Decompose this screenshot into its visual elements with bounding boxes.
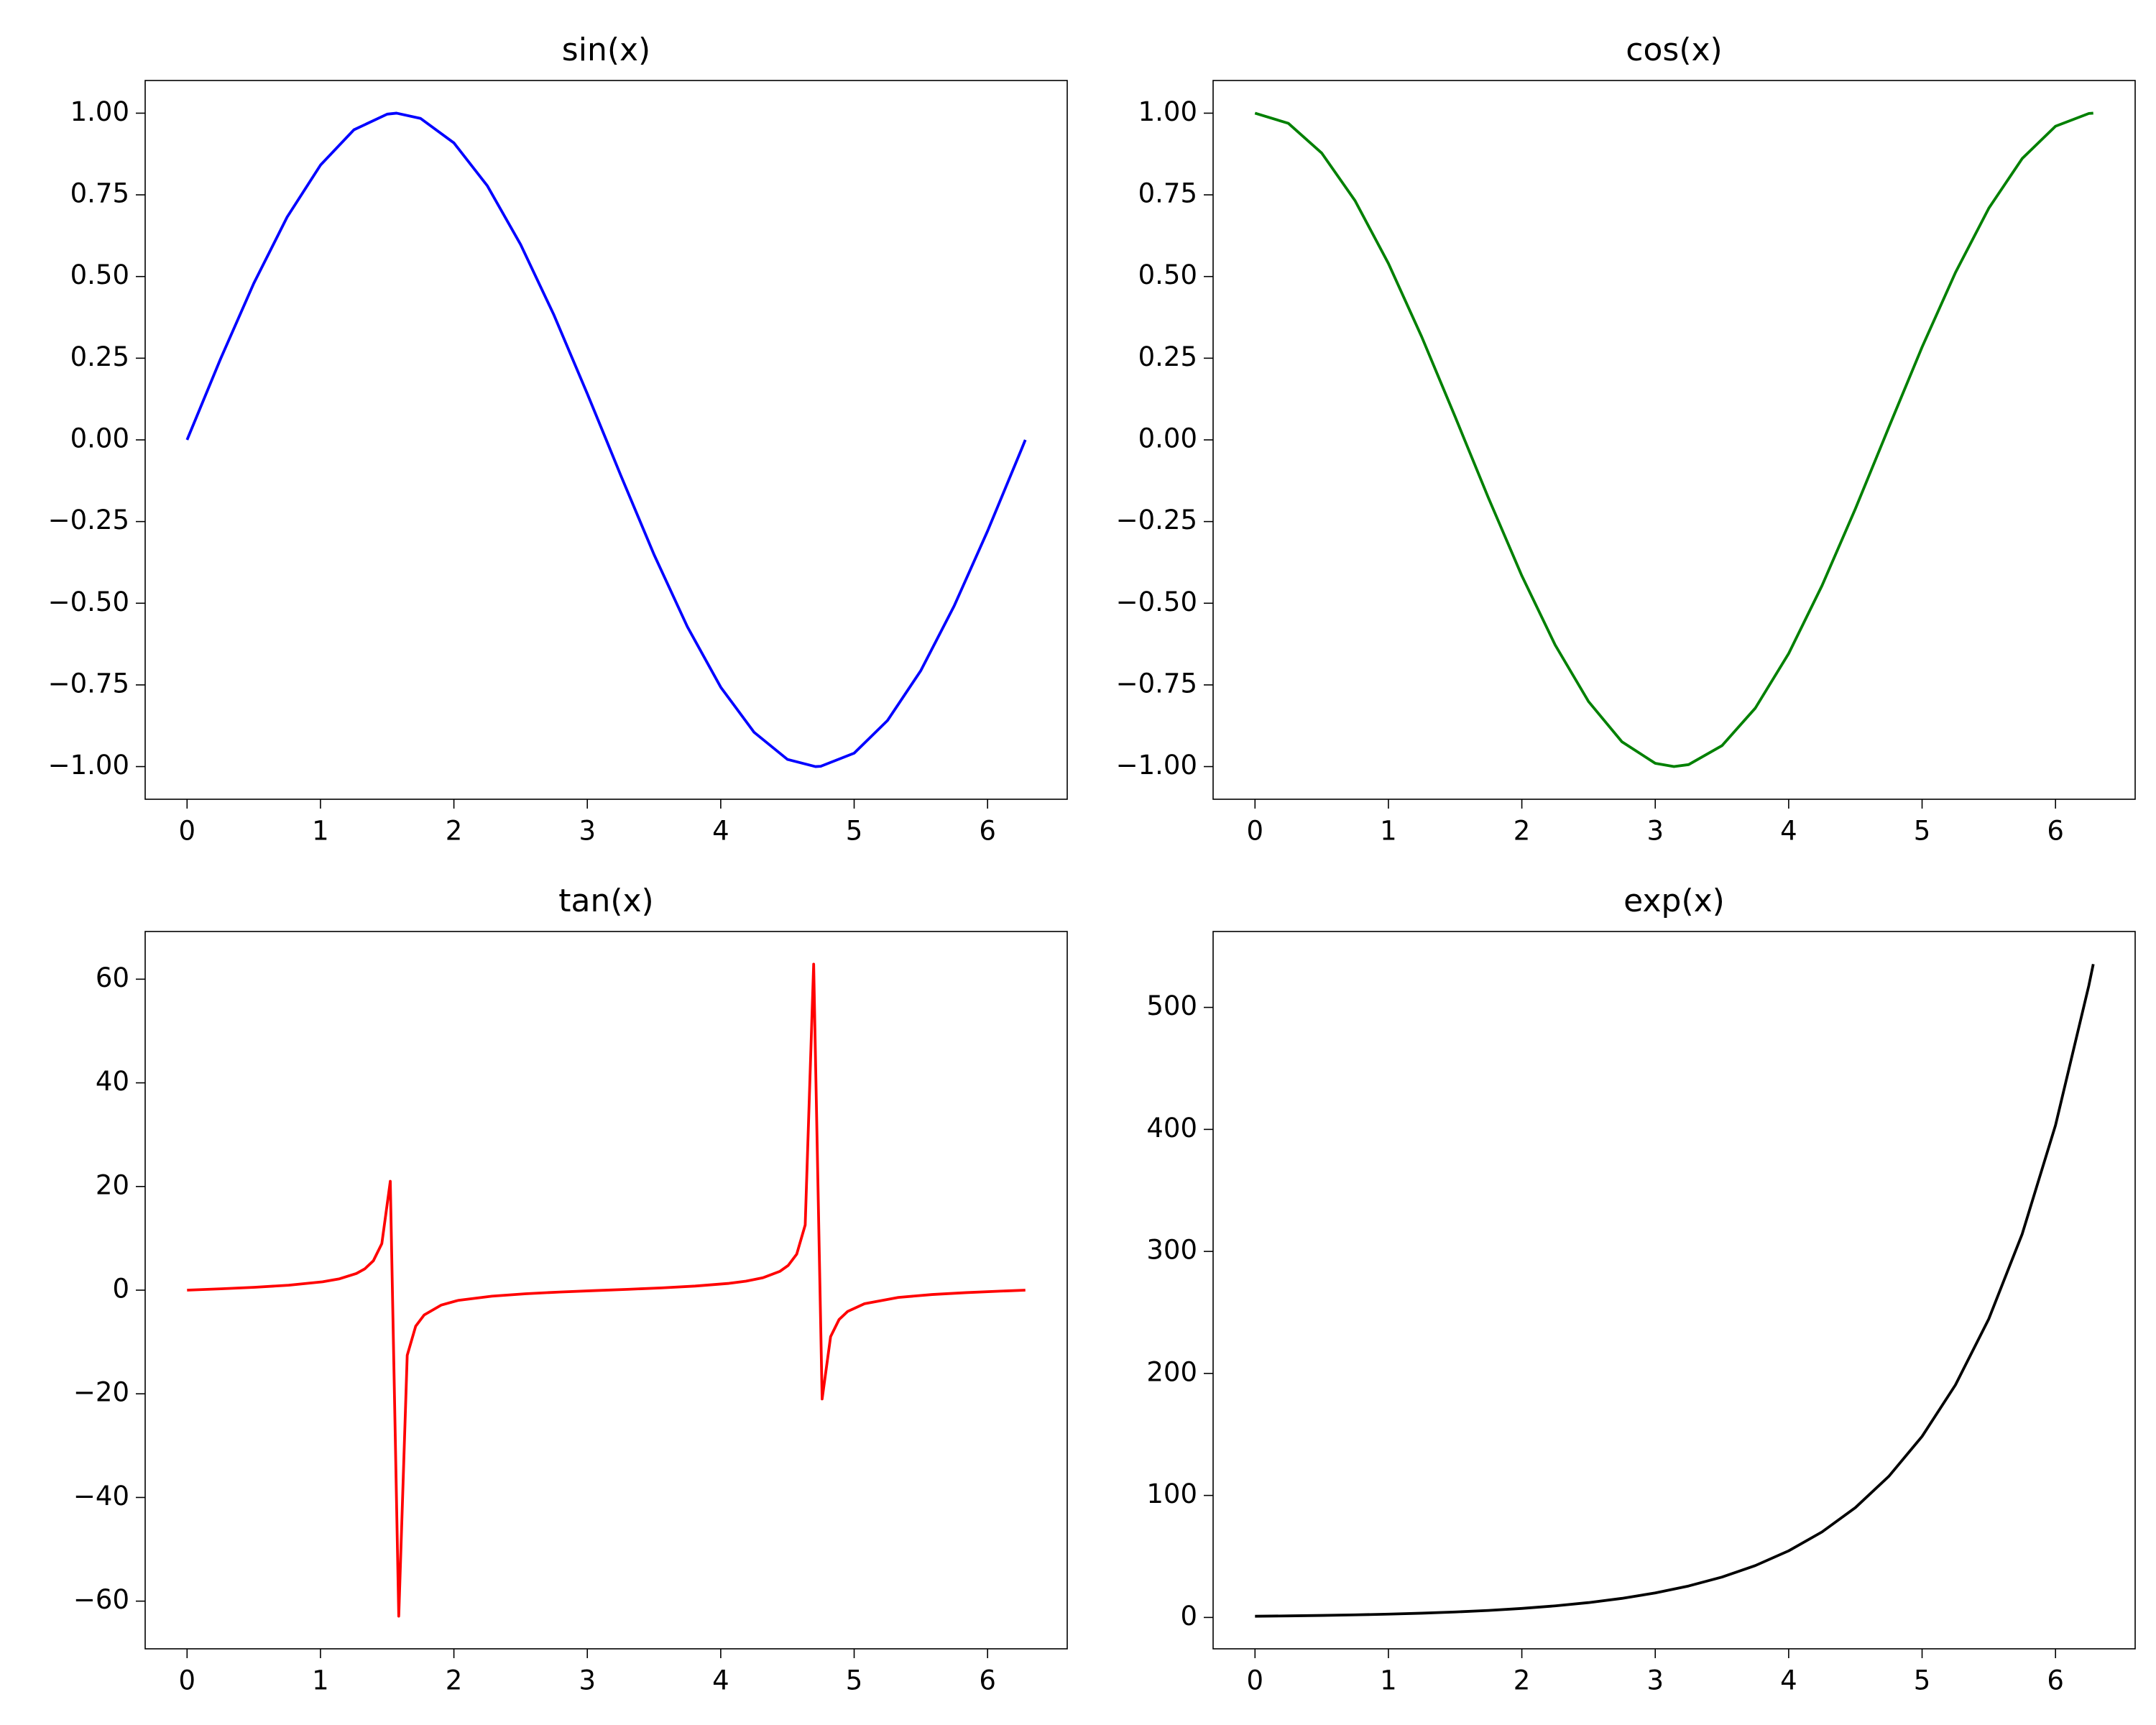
y-tick-label: 0.50 xyxy=(1138,259,1197,290)
y-tick-label: 0.00 xyxy=(70,423,129,454)
x-tick-label: 0 xyxy=(179,816,196,847)
data-line xyxy=(1255,963,2095,1618)
y-tick-label: 0.00 xyxy=(1138,423,1197,454)
x-tick-label: 6 xyxy=(979,1665,996,1696)
x-tick-label: 0 xyxy=(1247,1665,1264,1696)
data-line xyxy=(185,111,1027,768)
x-tick-label: 0 xyxy=(1247,816,1264,847)
x-tick-label: 5 xyxy=(1914,1665,1931,1696)
y-tick-label: 0 xyxy=(112,1274,129,1305)
y-tick-label: −0.50 xyxy=(48,586,129,617)
y-tick-label: 0.75 xyxy=(1138,178,1197,209)
chart-title: tan(x) xyxy=(558,883,653,919)
chart-title: cos(x) xyxy=(1626,32,1722,68)
y-tick-label: 400 xyxy=(1146,1113,1197,1144)
x-tick-label: 3 xyxy=(579,1665,596,1696)
x-tick-label: 4 xyxy=(712,816,729,847)
x-tick-label: 4 xyxy=(1780,816,1797,847)
axes-frame xyxy=(144,931,1068,1650)
x-tick-label: 1 xyxy=(1380,1665,1397,1696)
x-tick-label: 3 xyxy=(579,816,596,847)
x-tick-label: 4 xyxy=(1780,1665,1797,1696)
x-tick-label: 1 xyxy=(1380,816,1397,847)
y-tick-label: 0 xyxy=(1180,1601,1197,1632)
data-line xyxy=(1254,111,2093,768)
y-tick-label: −40 xyxy=(73,1481,129,1512)
y-tick-label: 0.50 xyxy=(70,259,129,290)
axes-frame xyxy=(1212,80,2136,800)
y-tick-label: −0.75 xyxy=(1116,668,1197,699)
axes-frame xyxy=(1212,931,2136,1650)
x-tick-label: 2 xyxy=(1514,816,1531,847)
y-tick-label: −0.75 xyxy=(48,668,129,699)
y-tick-label: −60 xyxy=(73,1584,129,1615)
y-tick-label: 0.25 xyxy=(70,341,129,372)
y-tick-label: 200 xyxy=(1146,1356,1197,1387)
y-tick-label: 500 xyxy=(1146,990,1197,1021)
x-tick-label: 1 xyxy=(312,1665,329,1696)
y-tick-label: −0.25 xyxy=(48,505,129,535)
y-tick-label: 0.25 xyxy=(1138,341,1197,372)
x-tick-label: 2 xyxy=(1514,1665,1531,1696)
y-tick-label: −0.25 xyxy=(1116,505,1197,535)
x-tick-label: 6 xyxy=(2047,816,2064,847)
chart-title: sin(x) xyxy=(562,32,650,68)
x-tick-label: 3 xyxy=(1646,1665,1664,1696)
x-tick-label: 4 xyxy=(712,1665,729,1696)
x-tick-label: 0 xyxy=(179,1665,196,1696)
x-tick-label: 1 xyxy=(312,816,329,847)
y-tick-label: 1.00 xyxy=(1138,96,1197,127)
x-tick-label: 5 xyxy=(1914,816,1931,847)
axes-frame xyxy=(144,80,1068,800)
y-tick-label: −0.50 xyxy=(1116,586,1197,617)
y-tick-label: −1.00 xyxy=(1116,750,1197,781)
y-tick-label: 40 xyxy=(96,1066,129,1097)
x-tick-label: 5 xyxy=(846,816,863,847)
x-tick-label: 3 xyxy=(1646,816,1664,847)
data-line xyxy=(187,962,1026,1618)
y-tick-label: 20 xyxy=(96,1169,129,1200)
x-tick-label: 6 xyxy=(2047,1665,2064,1696)
x-tick-label: 2 xyxy=(446,1665,463,1696)
y-tick-label: 100 xyxy=(1146,1478,1197,1509)
x-tick-label: 2 xyxy=(446,816,463,847)
x-tick-label: 5 xyxy=(846,1665,863,1696)
y-tick-label: −1.00 xyxy=(48,750,129,781)
x-tick-label: 6 xyxy=(979,816,996,847)
chart-title: exp(x) xyxy=(1623,883,1725,919)
y-tick-label: 0.75 xyxy=(70,178,129,209)
y-tick-label: 300 xyxy=(1146,1235,1197,1266)
y-tick-label: 60 xyxy=(96,962,129,993)
y-tick-label: 1.00 xyxy=(70,96,129,127)
y-tick-label: −20 xyxy=(73,1377,129,1408)
